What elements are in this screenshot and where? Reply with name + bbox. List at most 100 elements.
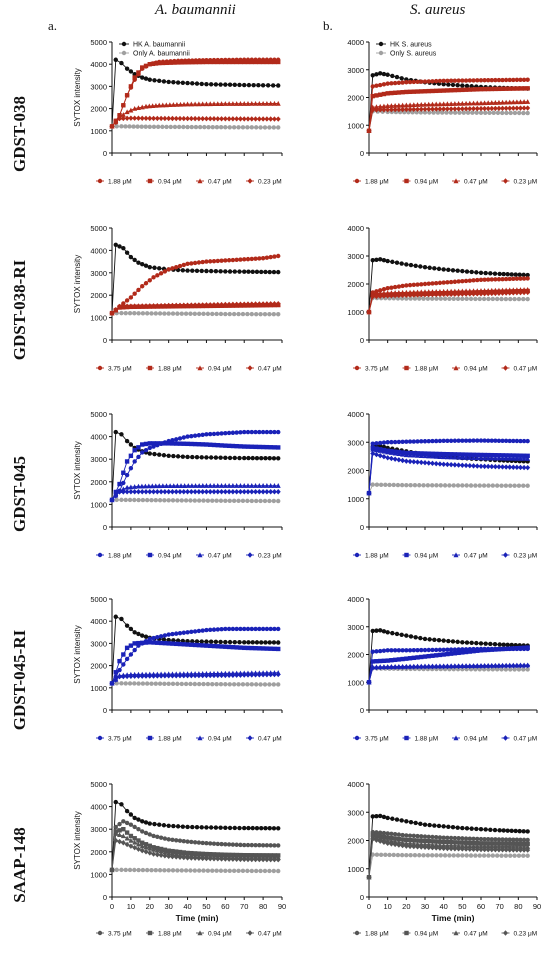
data-point	[463, 846, 469, 852]
data-point	[136, 838, 141, 843]
data-point	[471, 840, 476, 846]
data-point	[263, 456, 268, 461]
data-point	[190, 454, 195, 460]
data-point	[226, 301, 232, 308]
data-point	[437, 839, 443, 844]
data-point	[234, 257, 239, 263]
data-point	[478, 841, 484, 846]
data-point	[136, 640, 141, 646]
data-point	[227, 82, 233, 87]
data-point	[450, 82, 456, 88]
data-point	[200, 115, 206, 122]
x-tick-label: 90	[533, 902, 541, 911]
legend-marker	[147, 552, 153, 558]
data-point	[478, 836, 484, 842]
data-point	[246, 82, 252, 88]
data-point	[208, 825, 214, 830]
data-point	[478, 463, 484, 469]
data-point	[507, 837, 512, 842]
data-point	[427, 265, 432, 270]
data-point	[234, 842, 239, 847]
data-point	[429, 289, 435, 294]
data-point	[271, 856, 277, 863]
data-point	[135, 483, 141, 489]
data-point	[525, 289, 531, 296]
data-point	[437, 78, 443, 84]
data-point	[492, 271, 498, 276]
data-point	[503, 296, 509, 302]
data-point	[496, 647, 502, 652]
data-point	[166, 632, 171, 637]
legend-marker	[503, 735, 508, 741]
data-point	[204, 442, 209, 447]
data-point	[143, 830, 149, 836]
data-point	[151, 275, 156, 280]
data-point	[214, 681, 219, 687]
data-point	[237, 825, 242, 831]
data-point	[396, 836, 402, 842]
data-point	[475, 277, 480, 283]
data-point	[400, 439, 405, 444]
data-point	[207, 489, 213, 495]
data-point	[181, 124, 186, 130]
data-point	[525, 483, 530, 488]
data-point	[242, 455, 247, 461]
data-point	[205, 311, 211, 317]
data-point	[510, 847, 516, 853]
legend-label: 0.47 μM	[514, 366, 538, 373]
data-point	[213, 825, 219, 830]
data-point	[517, 455, 523, 461]
data-point	[183, 681, 189, 687]
data-point	[459, 663, 465, 670]
data-point	[132, 311, 137, 316]
data-point	[272, 59, 277, 65]
data-point	[503, 455, 509, 461]
data-point	[474, 846, 480, 853]
data-point	[276, 640, 281, 645]
data-point	[121, 480, 126, 486]
data-point	[166, 850, 172, 856]
data-point	[226, 258, 232, 263]
data-point	[203, 116, 209, 122]
data-point	[477, 853, 482, 858]
data-point	[253, 59, 258, 65]
data-point	[264, 483, 270, 488]
data-point	[493, 453, 498, 458]
data-point	[469, 640, 474, 646]
data-point	[113, 493, 119, 499]
data-point	[264, 100, 270, 106]
data-point	[109, 680, 115, 687]
data-point	[467, 455, 473, 460]
data-point	[170, 102, 176, 107]
data-point	[448, 845, 454, 852]
data-point	[442, 483, 448, 488]
y-axis-label: SYTOX intensity	[73, 68, 82, 127]
data-point	[422, 834, 428, 839]
y-tick-label: 5000	[90, 595, 107, 604]
data-point	[400, 842, 406, 849]
data-point	[504, 110, 509, 116]
data-point	[267, 640, 272, 645]
data-point	[442, 296, 448, 301]
data-point	[474, 270, 479, 275]
data-point	[373, 451, 379, 458]
data-point	[121, 301, 126, 306]
data-point	[155, 634, 160, 640]
data-point	[218, 269, 223, 274]
data-point	[485, 841, 491, 846]
data-point	[510, 663, 516, 669]
data-point	[207, 302, 213, 308]
data-point	[271, 640, 277, 645]
data-point	[429, 460, 435, 467]
data-point	[511, 77, 516, 83]
data-point	[185, 124, 190, 130]
data-point	[437, 101, 443, 107]
data-point	[189, 642, 194, 647]
data-point	[267, 826, 272, 831]
data-point	[264, 626, 270, 632]
data-point	[521, 645, 527, 650]
data-point	[208, 639, 214, 644]
data-point	[496, 837, 502, 842]
